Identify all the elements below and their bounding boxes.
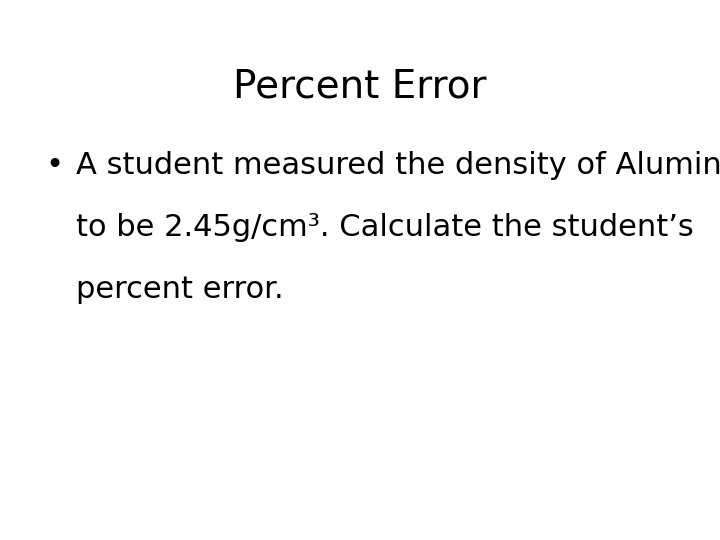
Text: percent error.: percent error. <box>76 275 283 305</box>
Text: to be 2.45g/cm³. Calculate the student’s: to be 2.45g/cm³. Calculate the student’s <box>76 213 693 242</box>
Text: A student measured the density of Aluminum: A student measured the density of Alumin… <box>76 151 720 180</box>
Text: Percent Error: Percent Error <box>233 68 487 105</box>
Text: •: • <box>45 151 63 180</box>
